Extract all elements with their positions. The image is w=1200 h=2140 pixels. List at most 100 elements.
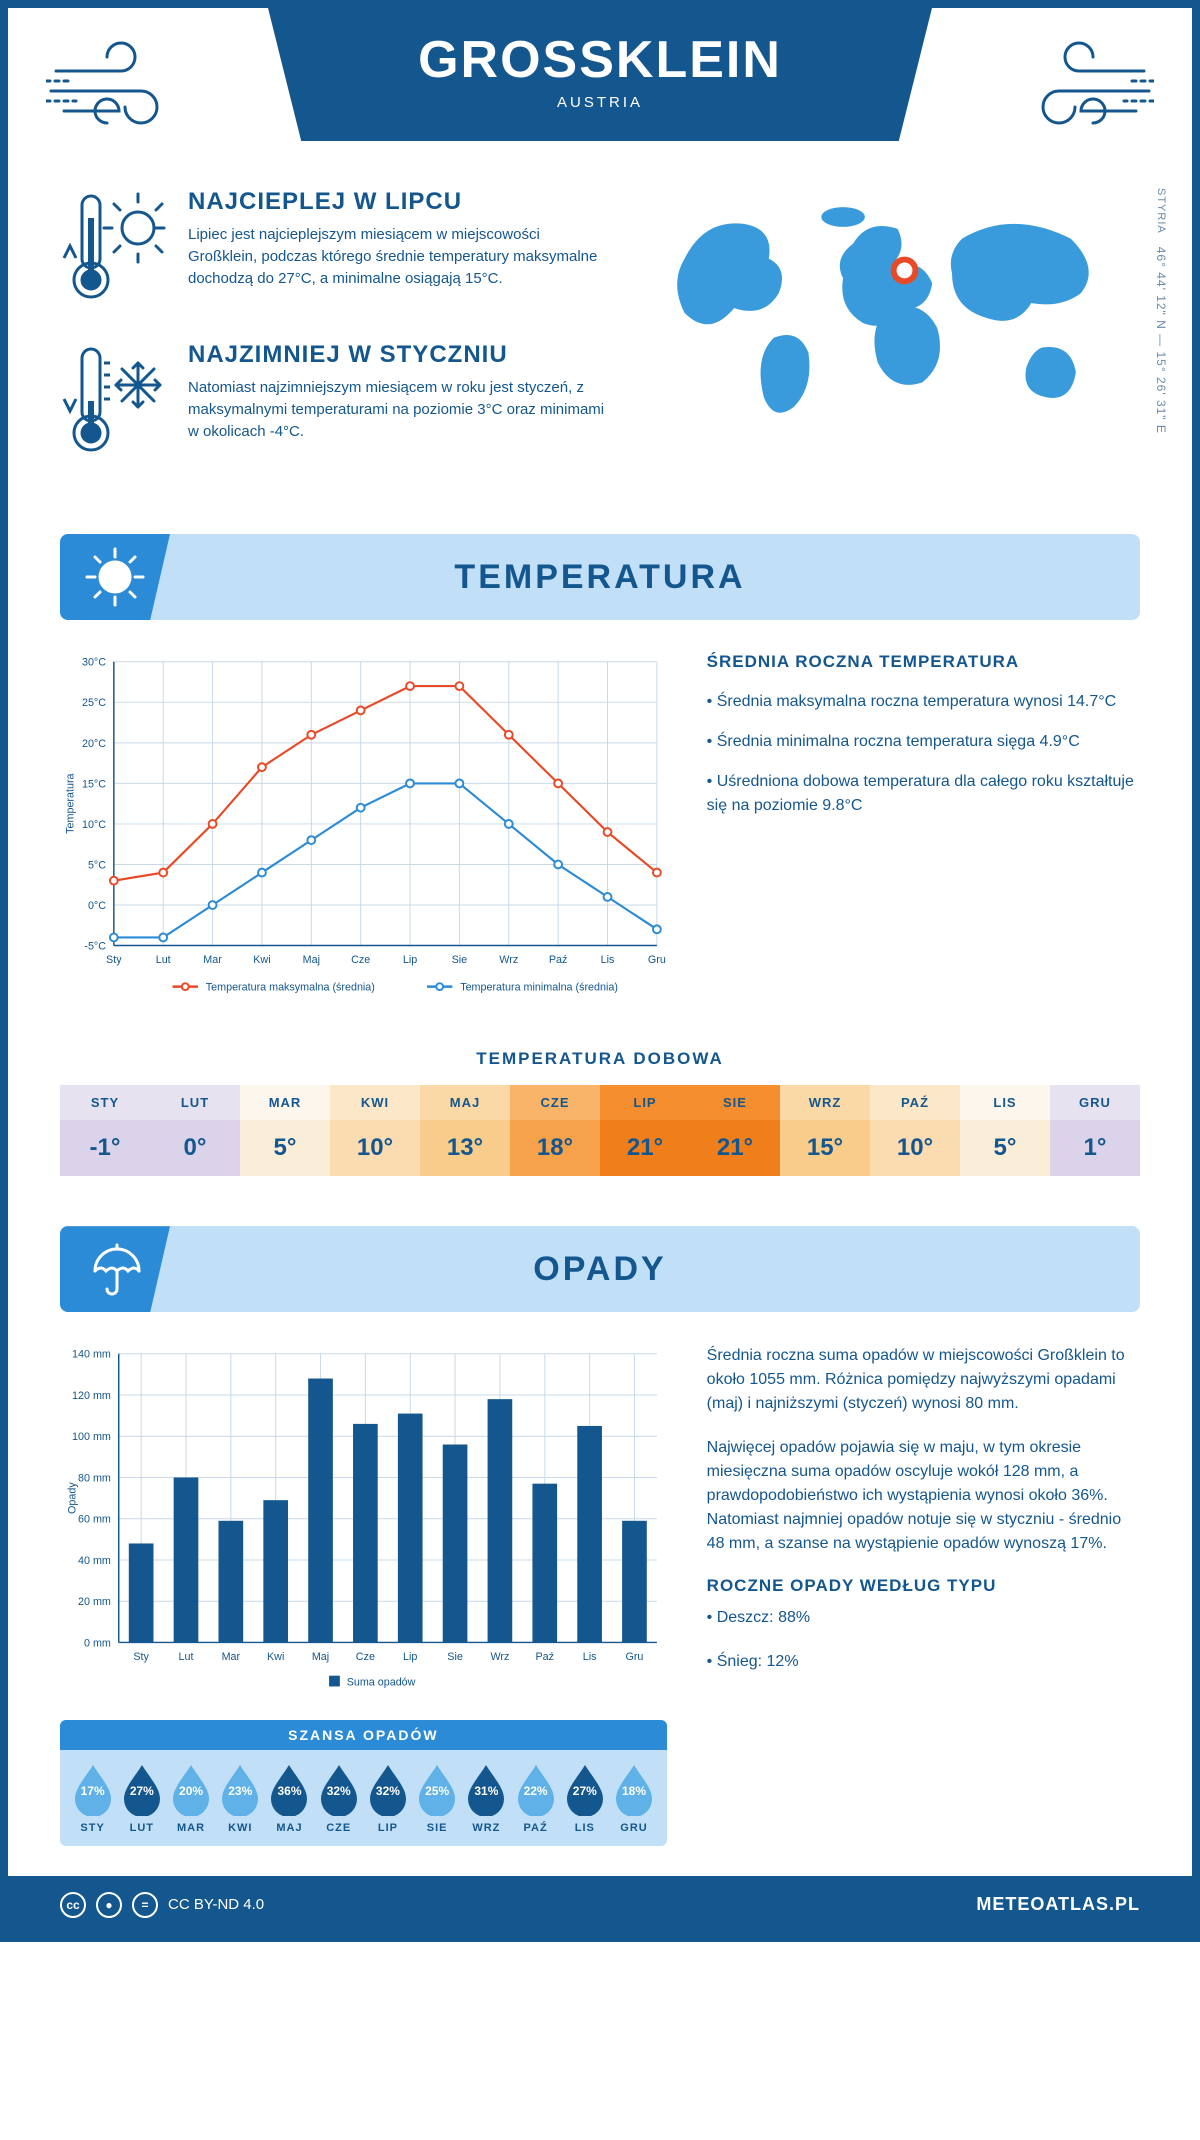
svg-text:Sty: Sty [133, 1651, 149, 1663]
raindrop-icon: 20% [169, 1762, 213, 1816]
svg-text:Opady: Opady [67, 1482, 79, 1514]
svg-text:Paź: Paź [549, 954, 568, 966]
svg-text:20°C: 20°C [82, 738, 106, 750]
svg-text:40 mm: 40 mm [78, 1555, 111, 1567]
raindrop-icon: 32% [317, 1762, 361, 1816]
svg-text:Sty: Sty [106, 954, 122, 966]
svg-text:25°C: 25°C [82, 697, 106, 709]
daily-temp-cell: GRU1° [1050, 1085, 1140, 1176]
brand: METEOATLAS.PL [976, 1894, 1140, 1915]
precipitation-bar-chart: 0 mm20 mm40 mm60 mm80 mm100 mm120 mm140 … [60, 1344, 667, 1701]
daily-temp-table: STY-1°LUT0°MAR5°KWI10°MAJ13°CZE18°LIP21°… [60, 1085, 1140, 1176]
svg-text:Suma opadów: Suma opadów [347, 1677, 416, 1689]
svg-text:Lip: Lip [403, 1651, 417, 1663]
svg-text:Wrz: Wrz [490, 1651, 509, 1663]
intro-section: NAJCIEPLEJ W LIPCU Lipiec jest najcieple… [60, 188, 1140, 494]
svg-text:20 mm: 20 mm [78, 1596, 111, 1608]
section-title-opady: OPADY [60, 1250, 1140, 1289]
svg-text:Lis: Lis [601, 954, 615, 966]
svg-text:Sie: Sie [447, 1651, 463, 1663]
fact-coldest-text: Natomiast najzimniejszym miesiącem w rok… [188, 377, 605, 442]
fact-coldest-title: NAJZIMNIEJ W STYCZNIU [188, 341, 605, 369]
svg-text:Lut: Lut [156, 954, 171, 966]
svg-text:5°C: 5°C [88, 859, 106, 871]
daily-temp-cell: WRZ15° [780, 1085, 870, 1176]
svg-text:80 mm: 80 mm [78, 1473, 111, 1485]
svg-text:Gru: Gru [625, 1651, 643, 1663]
svg-text:Temperatura: Temperatura [65, 773, 77, 833]
svg-text:Lut: Lut [179, 1651, 194, 1663]
section-banner-temp: TEMPERATURA [60, 534, 1140, 620]
precipitation-summary: Średnia roczna suma opadów w miejscowośc… [707, 1344, 1140, 1845]
precip-chance-cell: 23% KWI [216, 1762, 265, 1834]
wind-icon [1004, 36, 1154, 151]
daily-temp-cell: MAR5° [240, 1085, 330, 1176]
temp-summary-heading: ŚREDNIA ROCZNA TEMPERATURA [707, 652, 1140, 672]
umbrella-icon [60, 1226, 170, 1312]
svg-text:Sie: Sie [452, 954, 468, 966]
nd-icon: = [132, 1892, 158, 1918]
opady-paragraph: Średnia roczna suma opadów w miejscowośc… [707, 1344, 1140, 1416]
daily-temp-cell: PAŹ10° [870, 1085, 960, 1176]
raindrop-icon: 31% [464, 1762, 508, 1816]
daily-temp-title: TEMPERATURA DOBOWA [60, 1049, 1140, 1069]
temp-bullet: • Średnia minimalna roczna temperatura s… [707, 730, 1140, 754]
svg-text:140 mm: 140 mm [72, 1349, 111, 1361]
precip-chance-cell: 27% LUT [117, 1762, 166, 1834]
raindrop-icon: 22% [514, 1762, 558, 1816]
raindrop-icon: 27% [563, 1762, 607, 1816]
svg-text:Kwi: Kwi [253, 954, 270, 966]
precip-chance-cell: 32% CZE [314, 1762, 363, 1834]
thermometer-cold-icon [60, 341, 170, 466]
footer: cc ● = CC BY-ND 4.0 METEOATLAS.PL [8, 1876, 1192, 1934]
svg-text:Temperatura maksymalna (średni: Temperatura maksymalna (średnia) [206, 982, 375, 994]
svg-text:Maj: Maj [303, 954, 320, 966]
precip-chance-cell: 31% WRZ [462, 1762, 511, 1834]
svg-text:Gru: Gru [648, 954, 666, 966]
precip-chance-cell: 20% MAR [166, 1762, 215, 1834]
svg-text:Cze: Cze [356, 1651, 375, 1663]
temp-bullet: • Uśredniona dobowa temperatura dla całe… [707, 770, 1140, 818]
svg-text:0°C: 0°C [88, 900, 106, 912]
svg-text:Mar: Mar [222, 1651, 241, 1663]
temperature-summary: ŚREDNIA ROCZNA TEMPERATURA • Średnia mak… [707, 652, 1140, 1009]
svg-text:120 mm: 120 mm [72, 1390, 111, 1402]
daily-temp-cell: LIP21° [600, 1085, 690, 1176]
svg-text:Temperatura minimalna (średnia: Temperatura minimalna (średnia) [460, 982, 618, 994]
opady-type-heading: ROCZNE OPADY WEDŁUG TYPU [707, 1576, 1140, 1596]
precip-chance-cell: 22% PAŹ [511, 1762, 560, 1834]
cc-icon: cc [60, 1892, 86, 1918]
raindrop-icon: 27% [120, 1762, 164, 1816]
opady-paragraph: Najwięcej opadów pojawia się w maju, w t… [707, 1436, 1140, 1556]
svg-text:Maj: Maj [312, 1651, 329, 1663]
svg-text:Wrz: Wrz [499, 954, 518, 966]
svg-text:Kwi: Kwi [267, 1651, 284, 1663]
page-title: GROSSKLEIN [268, 30, 932, 90]
raindrop-icon: 32% [366, 1762, 410, 1816]
sun-icon [60, 534, 170, 620]
precip-chance-box: SZANSA OPADÓW 17% STY 27% LUT 20% MAR 23… [60, 1720, 667, 1846]
precip-chance-cell: 17% STY [68, 1762, 117, 1834]
raindrop-icon: 25% [415, 1762, 459, 1816]
section-title-temp: TEMPERATURA [60, 558, 1140, 597]
world-map: STYRIA 46° 44' 12" N — 15° 26' 31" E [645, 188, 1140, 494]
svg-text:30°C: 30°C [82, 657, 106, 669]
temperature-line-chart: -5°C0°C5°C10°C15°C20°C25°C30°CStyLutMarK… [60, 652, 667, 1009]
coordinates: STYRIA 46° 44' 12" N — 15° 26' 31" E [1154, 188, 1168, 434]
license-text: CC BY-ND 4.0 [168, 1896, 264, 1913]
svg-text:Cze: Cze [351, 954, 370, 966]
precip-chance-cell: 18% GRU [609, 1762, 658, 1834]
wind-icon [46, 36, 196, 151]
svg-text:Paź: Paź [535, 1651, 554, 1663]
daily-temp-cell: LIS5° [960, 1085, 1050, 1176]
raindrop-icon: 23% [218, 1762, 262, 1816]
precip-chance-cell: 25% SIE [413, 1762, 462, 1834]
thermometer-hot-icon [60, 188, 170, 313]
daily-temp-cell: MAJ13° [420, 1085, 510, 1176]
fact-coldest: NAJZIMNIEJ W STYCZNIU Natomiast najzimni… [60, 341, 605, 466]
svg-text:Lip: Lip [403, 954, 417, 966]
by-icon: ● [96, 1892, 122, 1918]
precip-chance-cell: 36% MAJ [265, 1762, 314, 1834]
header: GROSSKLEIN AUSTRIA [8, 8, 1192, 188]
svg-text:15°C: 15°C [82, 778, 106, 790]
